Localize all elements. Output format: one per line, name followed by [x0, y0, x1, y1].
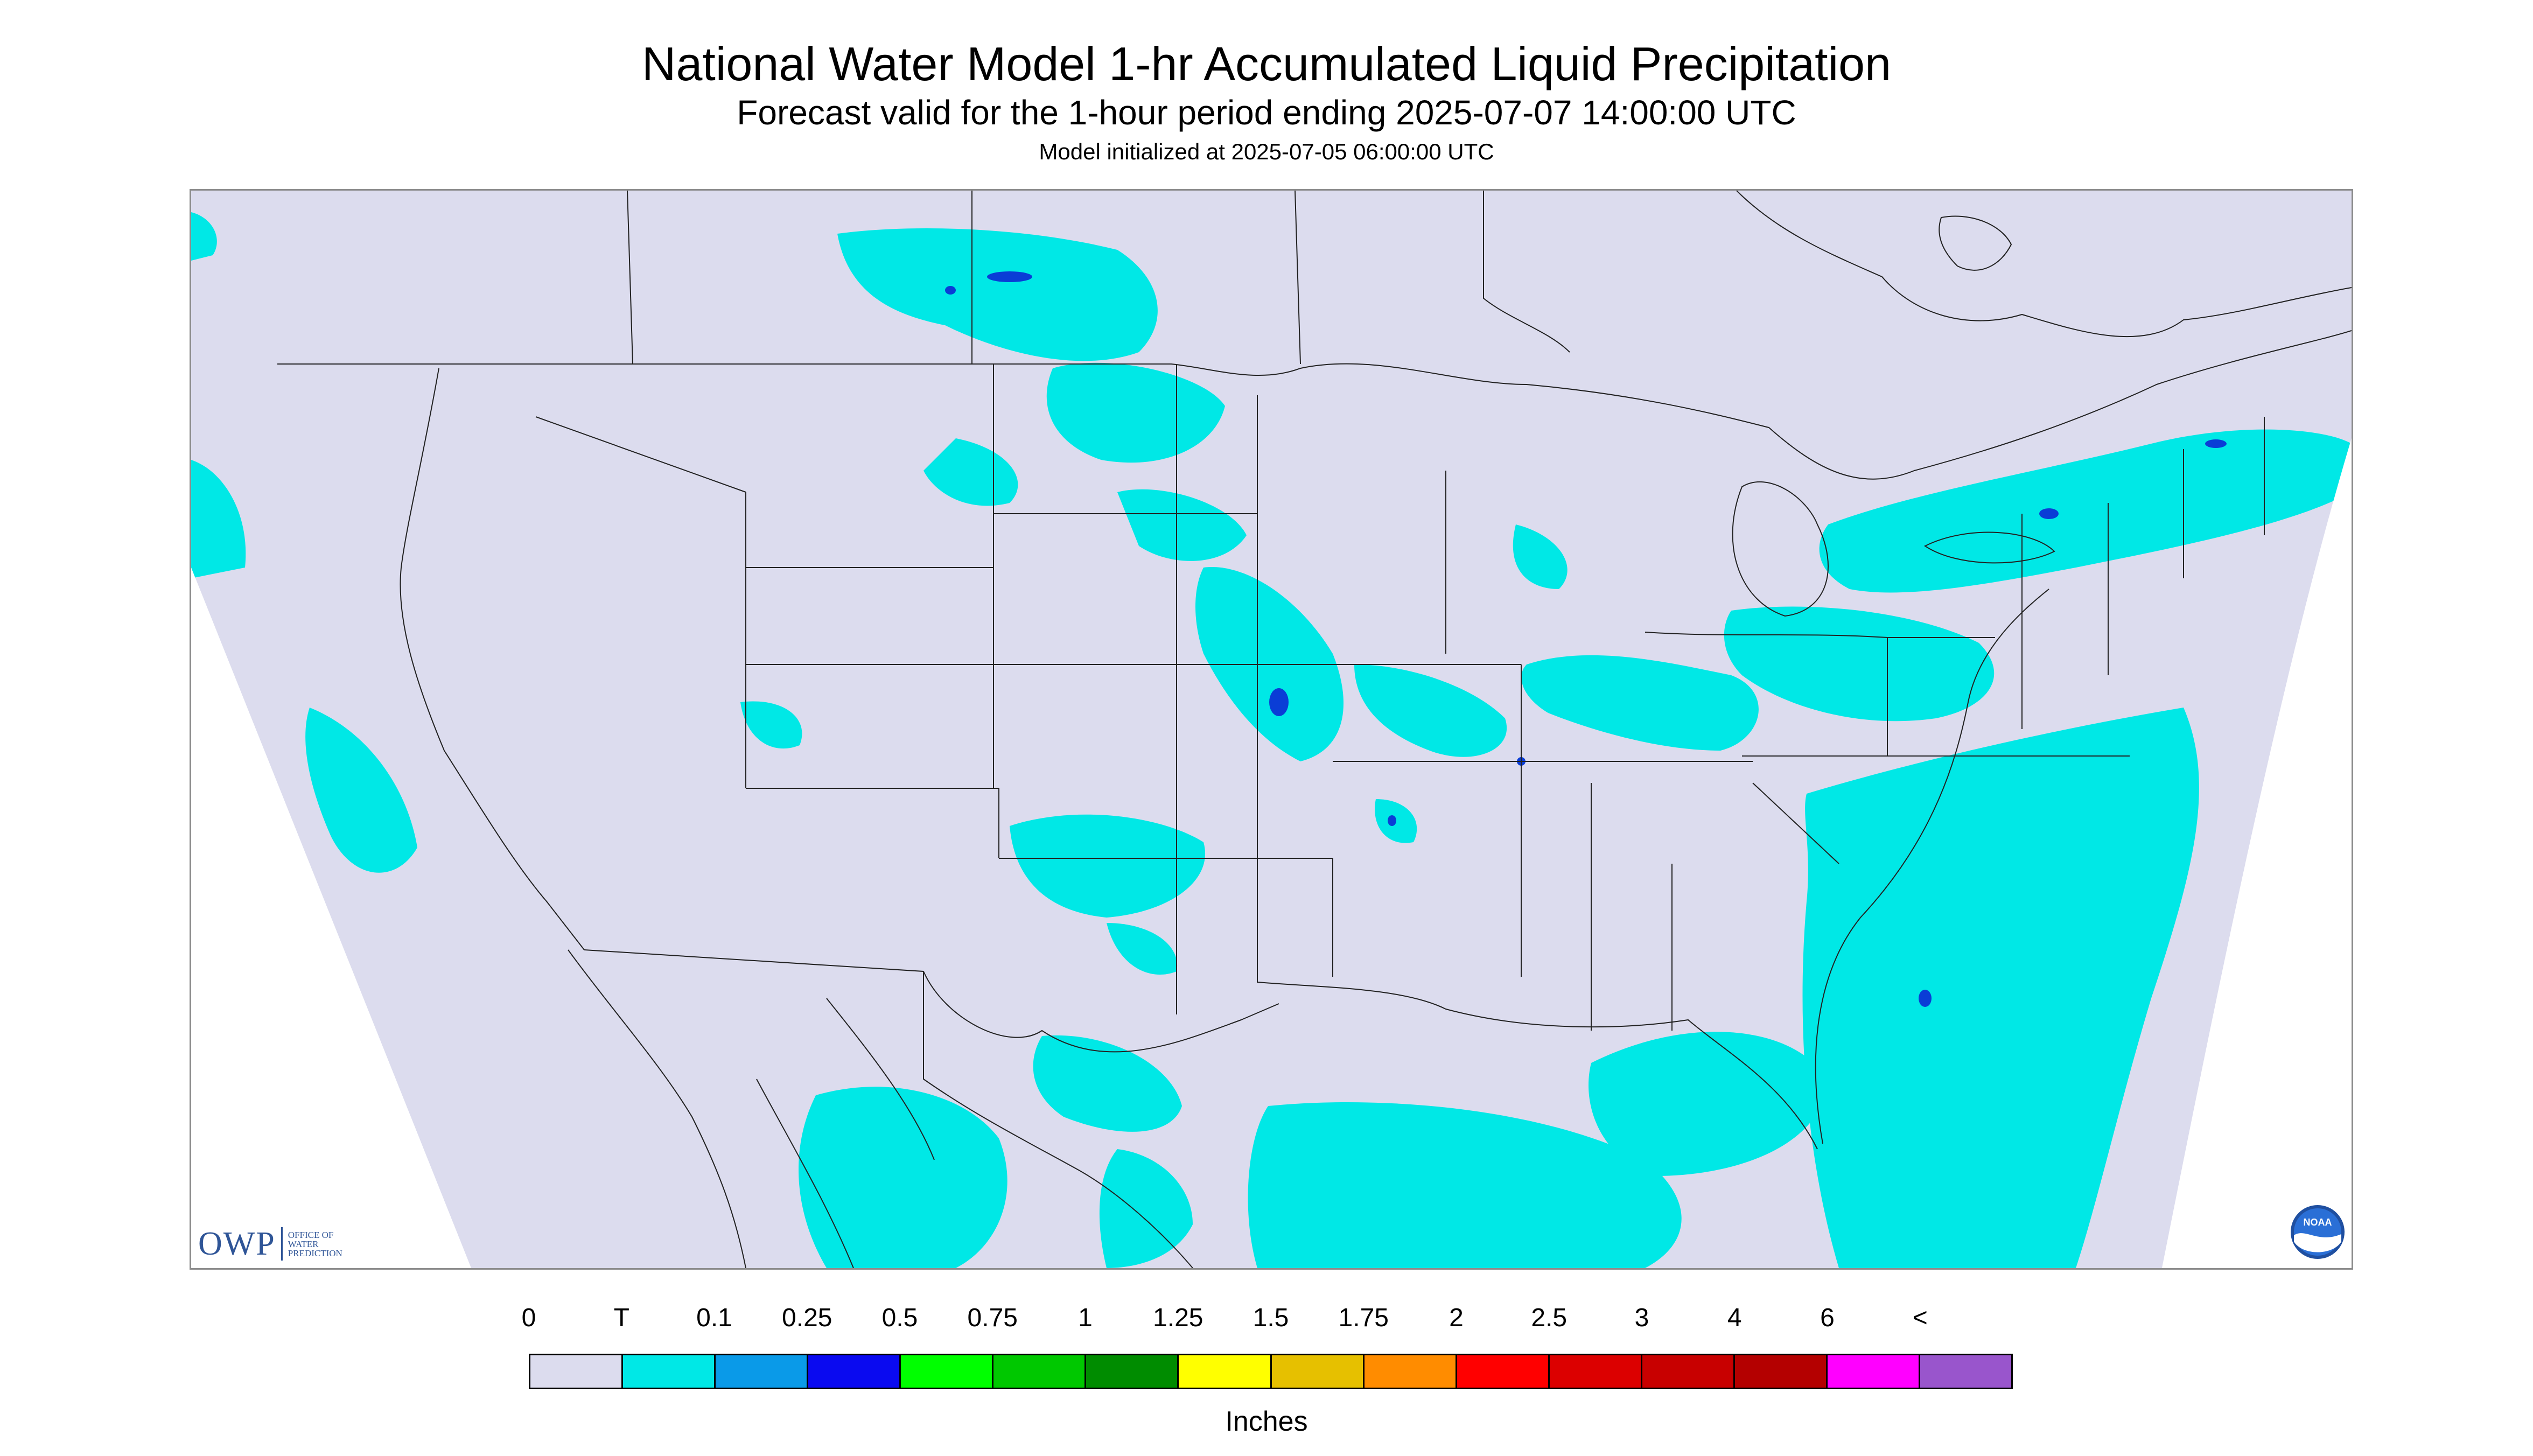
noaa-logo: NOAA — [2291, 1205, 2345, 1259]
legend-swatch — [530, 1355, 624, 1388]
map-canvas — [191, 191, 2352, 1268]
legend-tick-label: 2 — [1449, 1304, 1464, 1332]
forecast-valid-subtitle: Forecast valid for the 1-hour period end… — [737, 93, 1796, 132]
legend-tick-label: 0.5 — [881, 1304, 918, 1332]
legend-tick-label: 1.5 — [1252, 1304, 1289, 1332]
legend-tick-label: 0 — [521, 1304, 536, 1332]
legend-tick-label: T — [613, 1304, 629, 1332]
legend-tick-label: 1.25 — [1153, 1304, 1203, 1332]
owp-logo-divider — [281, 1227, 283, 1261]
legend-swatch — [1086, 1355, 1179, 1388]
legend-swatch — [901, 1355, 994, 1388]
legend-swatch — [1364, 1355, 1457, 1388]
legend-tick-label: 4 — [1727, 1304, 1742, 1332]
precipitation-map — [190, 189, 2353, 1270]
legend-swatch — [1827, 1355, 1920, 1388]
legend-swatch — [1642, 1355, 1735, 1388]
legend-swatch — [1271, 1355, 1365, 1388]
legend-tick-label: 6 — [1820, 1304, 1835, 1332]
legend-units: Inches — [1225, 1406, 1308, 1437]
legend-swatch — [993, 1355, 1087, 1388]
owp-logo: OWP OFFICE OF WATER PREDICTION — [198, 1222, 358, 1265]
legend-swatch — [623, 1355, 716, 1388]
legend-swatch — [1457, 1355, 1550, 1388]
legend-tick-label: 1 — [1078, 1304, 1093, 1332]
legend-swatch — [716, 1355, 809, 1388]
trace-precip-areas — [191, 212, 2352, 1268]
legend-tick-labels: 0 T 0.1 0.25 0.5 0.75 1 1.25 1.5 1.75 2 2.5 3 4 6 < — [522, 1303, 2013, 1335]
legend-tick-label: 0.75 — [967, 1304, 1018, 1332]
legend-swatch — [808, 1355, 901, 1388]
outside-domain — [191, 438, 2352, 1268]
legend-tick-label: 0.1 — [696, 1304, 732, 1332]
owp-logo-text: OFFICE OF WATER PREDICTION — [288, 1229, 342, 1258]
model-init-line: Model initialized at 2025-07-05 06:00:00… — [1039, 139, 1494, 164]
political-boundaries — [277, 191, 2352, 1268]
precip-color-legend — [529, 1354, 2013, 1389]
noaa-logo-text: NOAA — [2304, 1217, 2332, 1228]
legend-swatch — [1179, 1355, 1272, 1388]
legend-tick-label: 2.5 — [1531, 1304, 1568, 1332]
legend-swatch — [1549, 1355, 1642, 1388]
legend-swatch — [1734, 1355, 1828, 1388]
map-title: National Water Model 1-hr Accumulated Li… — [641, 37, 1892, 90]
legend-tick-label: 0.25 — [782, 1304, 832, 1332]
legend-swatch — [1920, 1355, 2011, 1388]
legend-tick-label: < — [1912, 1304, 1928, 1332]
legend-tick-label: 1.75 — [1338, 1304, 1389, 1332]
legend-tick-label: 3 — [1634, 1304, 1649, 1332]
owp-logo-mark: OWP — [198, 1225, 276, 1262]
